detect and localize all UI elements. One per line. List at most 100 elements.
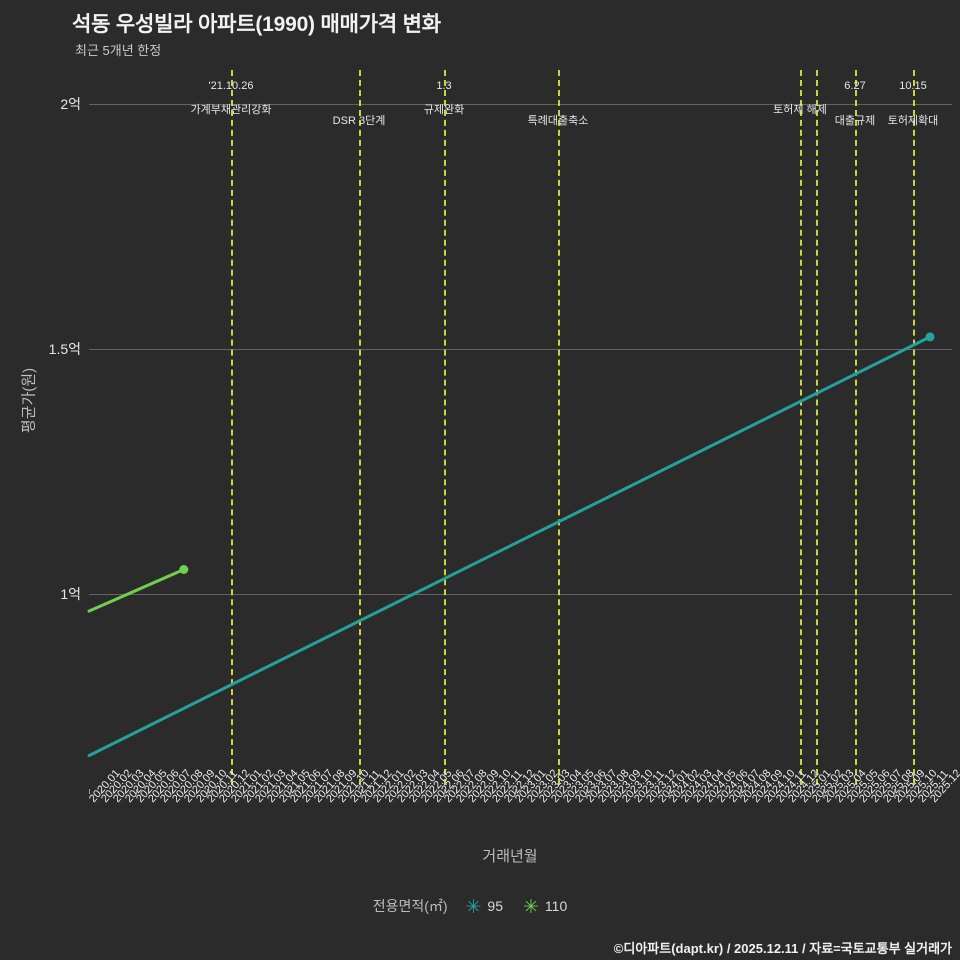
x-axis-tick [219,789,221,794]
x-axis-tick [681,789,683,794]
legend-title: 전용면적(㎡) [372,898,448,914]
x-axis-tick [657,789,659,794]
x-axis-tick [799,789,801,794]
x-axis-tick [136,789,138,794]
x-axis-tick [361,789,363,794]
event-annotation-label: 토허제확대 [887,115,939,127]
x-axis-tick [930,789,931,794]
page-title: 석동 우성빌라 아파트(1990) 매매가격 변화 [72,13,441,36]
x-axis-tick [160,789,162,794]
x-axis-tick [290,789,292,794]
y-axis-tick-label: 1억 [60,586,81,602]
x-axis-tick [835,789,837,794]
event-annotation-label: 규제완화 [423,104,465,116]
x-axis-tick [112,789,114,794]
x-axis-tick [456,789,458,794]
x-axis-tick [325,789,327,794]
x-axis-tick [254,789,256,794]
x-axis-tick [444,789,446,794]
event-marker-line [359,70,361,785]
event-annotation-label: 특례대출축소 [527,115,589,127]
x-axis-tick [764,789,766,794]
x-axis-tick [633,789,635,794]
x-axis-tick [752,789,754,794]
x-axis-tick [231,789,233,794]
x-axis-tick [195,789,197,794]
event-marker-line [816,70,818,785]
x-axis-tick [491,789,493,794]
series-line-110 [87,568,186,613]
x-axis-tick [882,789,884,794]
event-annotation-label: '21.10.26 [208,80,254,92]
legend-label: 110 [544,898,568,914]
x-axis-tick [171,789,173,794]
x-axis-tick [704,789,706,794]
y-axis-tick-label: 2억 [60,96,81,113]
x-axis-tick [562,789,564,794]
event-annotation-label: 대출규제 [834,115,876,127]
x-axis-tick [716,789,718,794]
x-axis-tick [302,789,304,794]
x-axis-tick [515,789,517,794]
x-axis-tick [396,789,398,794]
x-axis-tick [100,789,102,794]
legend-item-95[interactable]: ✳ 95 [466,896,504,919]
legend-marker-icon: ✳ [465,897,482,918]
x-axis-tick [373,789,375,794]
x-axis-tick [550,789,552,794]
gridline [89,349,952,351]
legend-label: 95 [487,898,503,914]
x-axis-tick [870,789,872,794]
legend: 전용면적(㎡) ✳ 95 ✳ 110 [0,896,960,919]
x-axis-tick [622,789,624,794]
x-axis-tick [278,789,280,794]
x-axis-tick [337,789,339,794]
x-axis-tick [776,789,777,794]
series-endpoint-marker-95 [925,332,935,342]
x-axis-tick [787,789,789,794]
chart-subtitle: 최근 5개년 한정 [75,43,162,58]
x-axis-tick [503,789,505,794]
x-axis-tick [693,789,695,794]
event-annotation-label: 1.3 [436,80,452,92]
x-axis-tick [728,789,730,794]
x-axis-tick [847,789,849,794]
x-axis-tick [468,789,470,794]
x-axis-tick [420,789,422,794]
y-axis-tick-label: 1.5억 [48,341,81,358]
x-axis-tick [811,789,813,794]
x-axis-tick [610,789,612,794]
x-axis-tick [266,789,268,794]
x-axis-tick [124,789,126,794]
x-axis-tick [894,789,896,794]
event-marker-line [444,70,446,785]
x-axis-tick [479,789,481,794]
x-axis-tick [207,789,209,794]
footer-credit: ©디아파트(dapt.kr) / 2025.12.11 / 자료=국토교통부 실… [613,941,952,956]
x-axis-tick [385,789,387,794]
x-axis-tick [408,789,410,794]
x-axis-tick [586,789,588,794]
series-line-95 [87,335,932,758]
x-axis-tick [527,789,529,794]
x-axis-tick [183,789,185,794]
gridline [89,104,952,106]
x-axis-tick [574,789,576,794]
event-annotation-label: 6.27 [844,80,866,92]
event-annotation-label: 가계부채관리강화 [190,104,272,116]
event-marker-line [800,70,802,785]
x-axis-tick [645,789,647,794]
x-axis-tick [539,789,541,794]
x-axis-tick [823,789,825,794]
x-axis-tick [598,789,600,794]
event-marker-line [231,70,233,785]
x-axis-tick [906,789,908,794]
x-axis-tick [349,789,351,794]
event-marker-line [855,70,857,785]
x-axis-tick [148,789,150,794]
x-axis-tick [740,789,742,794]
legend-marker-icon: ✳ [523,897,539,918]
event-annotation-label: 10.15 [899,80,927,92]
legend-item-110[interactable]: ✳ 110 [523,896,567,919]
